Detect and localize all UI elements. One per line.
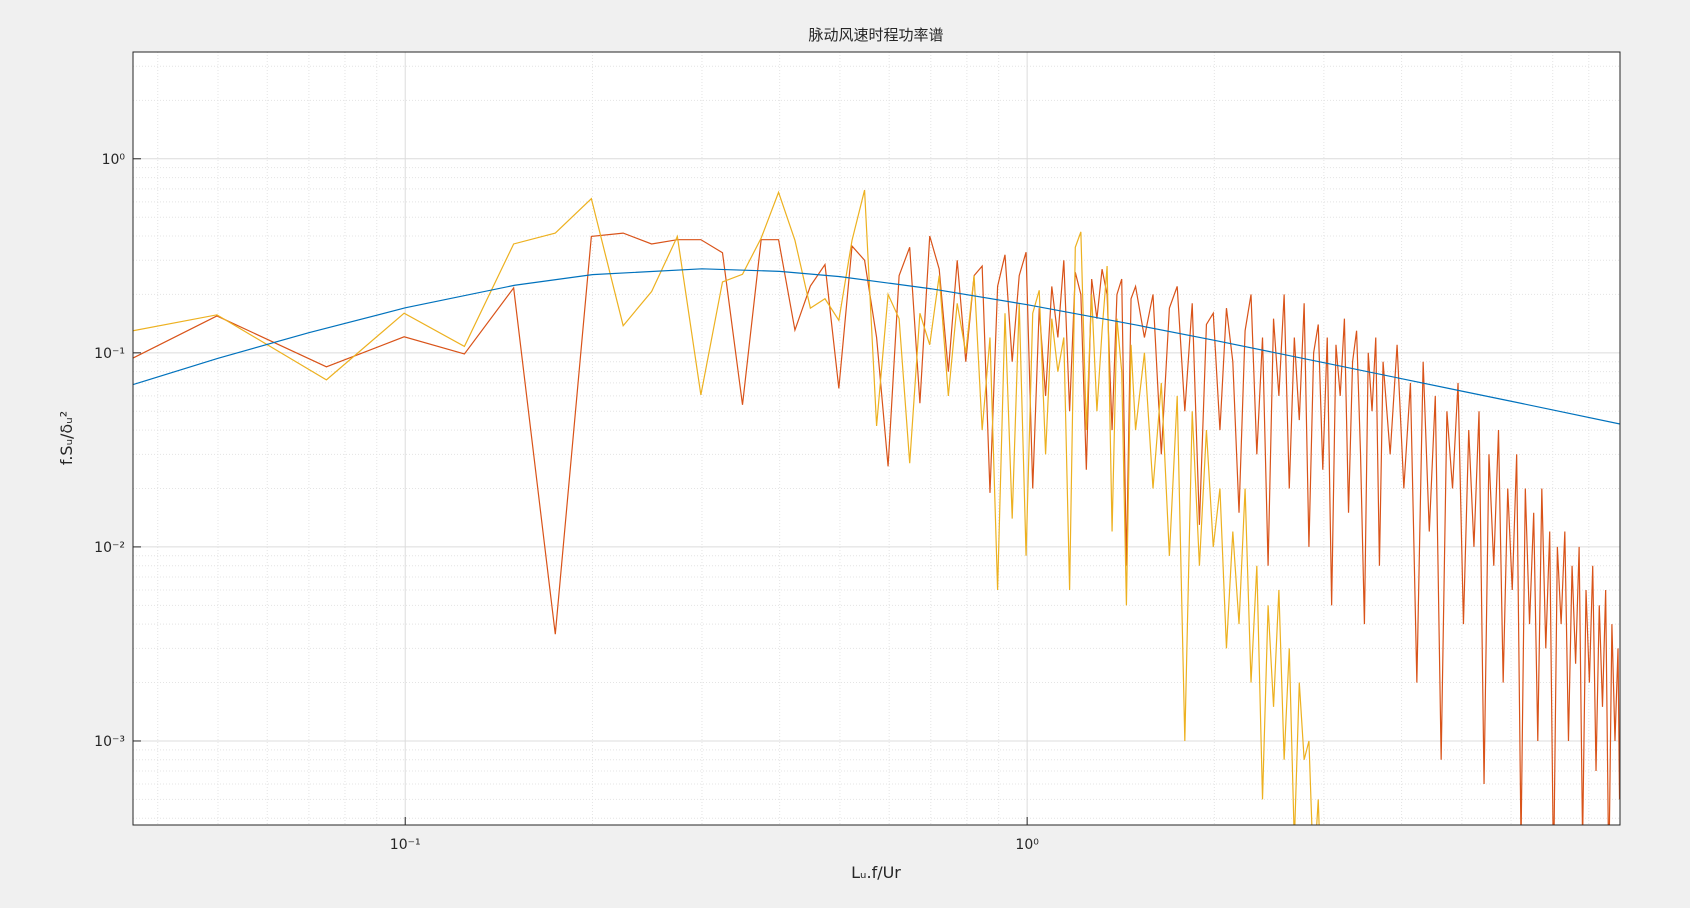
y-tick-label: 10⁰ (102, 152, 126, 168)
grid (133, 52, 1620, 825)
series-line (133, 268, 1620, 425)
x-tick-label: 10⁻¹ (390, 837, 421, 853)
y-tick-label: 10⁻³ (94, 734, 125, 750)
y-axis-label: f.Sᵤ/δᵤ² (57, 411, 76, 465)
axes-box (132, 51, 1621, 826)
chart-title: 脉动风速时程功率谱 (808, 26, 943, 44)
x-tick-label: 10⁰ (1015, 837, 1039, 853)
lines (133, 189, 1620, 825)
plot-area (133, 52, 1620, 825)
series-line (133, 232, 1620, 825)
series-line (133, 189, 1320, 825)
y-tick-label: 10⁻² (94, 540, 125, 556)
y-tick-label: 10⁻¹ (94, 346, 125, 362)
x-axis-label: Lᵤ.f/Ur (851, 863, 901, 882)
